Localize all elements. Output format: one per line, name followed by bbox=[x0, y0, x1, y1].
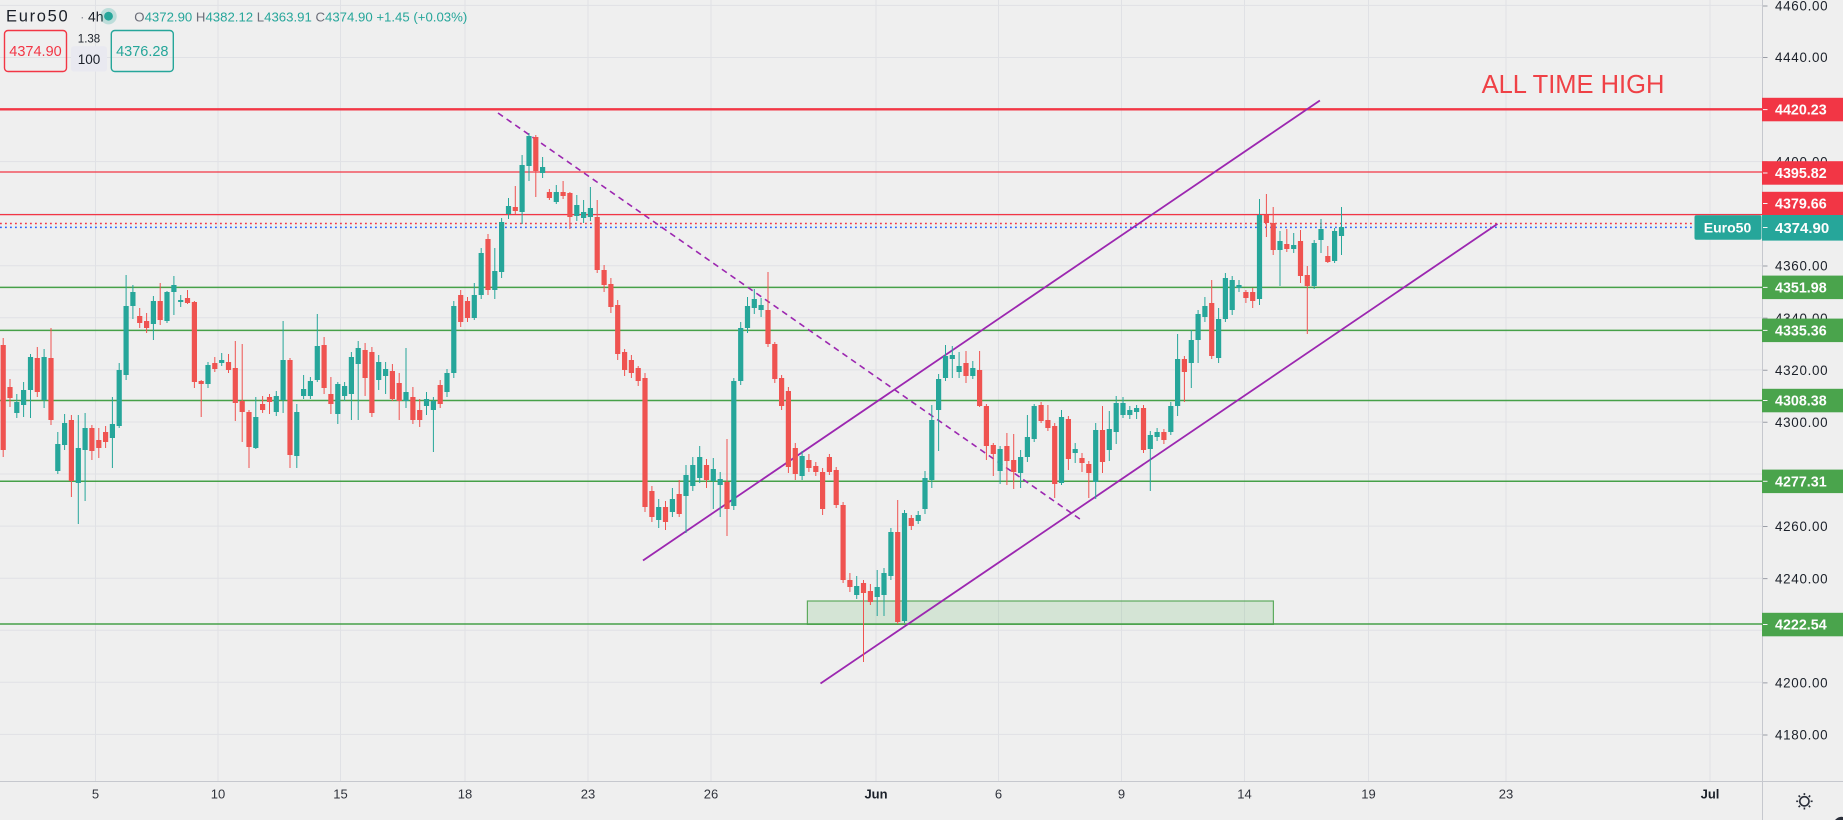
svg-text:4180.00: 4180.00 bbox=[1775, 728, 1828, 743]
svg-text:14: 14 bbox=[1237, 787, 1251, 802]
svg-text:26: 26 bbox=[704, 787, 718, 802]
svg-text:23: 23 bbox=[581, 787, 595, 802]
svg-text:19: 19 bbox=[1361, 787, 1375, 802]
svg-text:4395.82: 4395.82 bbox=[1775, 166, 1827, 182]
svg-text:4200.00: 4200.00 bbox=[1775, 676, 1828, 691]
svg-text:4222.54: 4222.54 bbox=[1775, 618, 1827, 634]
svg-text:4260.00: 4260.00 bbox=[1775, 519, 1828, 534]
svg-text:18: 18 bbox=[458, 787, 472, 802]
svg-text:4h: 4h bbox=[88, 9, 104, 25]
svg-text:4420.23: 4420.23 bbox=[1775, 103, 1827, 119]
svg-text:4360.00: 4360.00 bbox=[1775, 259, 1828, 274]
svg-text:6: 6 bbox=[995, 787, 1002, 802]
svg-text:4374.90: 4374.90 bbox=[1775, 220, 1829, 237]
svg-text:4300.00: 4300.00 bbox=[1775, 415, 1828, 430]
svg-text:10: 10 bbox=[211, 787, 225, 802]
svg-text:Euro50: Euro50 bbox=[6, 8, 69, 26]
svg-text:Euro50: Euro50 bbox=[1704, 219, 1752, 235]
svg-text:4376.28: 4376.28 bbox=[116, 44, 168, 60]
svg-text:4374.90: 4374.90 bbox=[9, 44, 61, 60]
svg-text:5: 5 bbox=[92, 787, 99, 802]
svg-text:Jun: Jun bbox=[864, 787, 887, 802]
svg-text:4379.66: 4379.66 bbox=[1775, 197, 1827, 213]
svg-text:100: 100 bbox=[78, 52, 101, 67]
svg-text:4351.98: 4351.98 bbox=[1775, 281, 1827, 297]
svg-text:1.38: 1.38 bbox=[78, 34, 100, 46]
svg-text:·: · bbox=[80, 9, 85, 25]
svg-text:15: 15 bbox=[333, 787, 347, 802]
svg-text:4460.00: 4460.00 bbox=[1775, 0, 1828, 14]
svg-text:4277.31: 4277.31 bbox=[1775, 474, 1827, 490]
svg-text:O4372.90 H4382.12 L4363.91 C43: O4372.90 H4382.12 L4363.91 C4374.90 +1.4… bbox=[134, 10, 467, 25]
svg-text:4308.38: 4308.38 bbox=[1775, 394, 1827, 410]
svg-text:23: 23 bbox=[1499, 787, 1513, 802]
svg-text:4320.00: 4320.00 bbox=[1775, 363, 1828, 378]
svg-text:9: 9 bbox=[1118, 787, 1125, 802]
svg-text:Jul: Jul bbox=[1701, 787, 1720, 802]
svg-text:4335.36: 4335.36 bbox=[1775, 324, 1827, 340]
svg-text:4440.00: 4440.00 bbox=[1775, 50, 1828, 65]
svg-text:ALL TIME HIGH: ALL TIME HIGH bbox=[1482, 71, 1665, 99]
svg-text:4240.00: 4240.00 bbox=[1775, 571, 1828, 586]
